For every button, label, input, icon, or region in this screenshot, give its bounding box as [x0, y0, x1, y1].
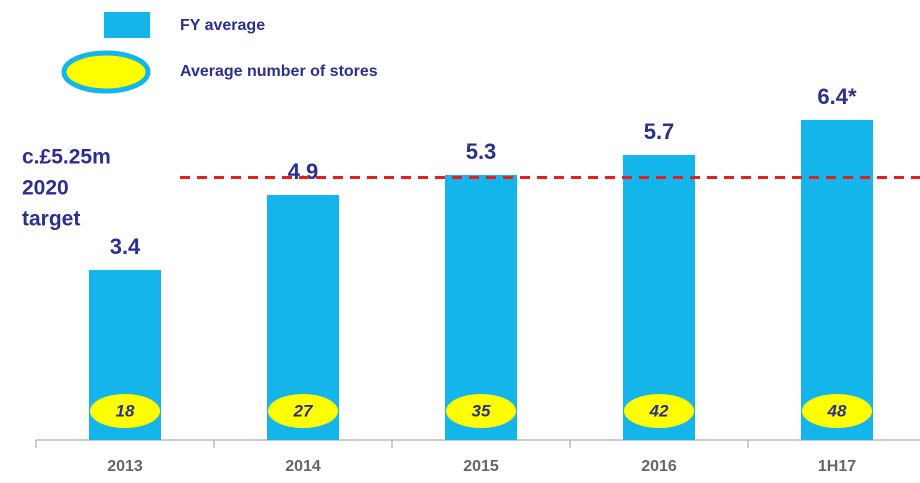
- legend-label: Average number of stores: [180, 63, 378, 80]
- x-tick-label: 2013: [107, 458, 143, 475]
- bar: [801, 120, 873, 440]
- value-label: 5.3: [466, 139, 497, 164]
- value-label: 5.7: [644, 119, 675, 144]
- store-marker: [802, 394, 872, 428]
- store-label: 27: [293, 401, 314, 420]
- x-tick-label: 2016: [641, 458, 677, 475]
- legend-swatch: [104, 12, 150, 38]
- store-label: 18: [116, 401, 135, 420]
- target-label: target: [22, 208, 80, 231]
- x-tick-label: 2015: [463, 458, 499, 475]
- legend-label: FY average: [180, 17, 265, 34]
- store-label: 48: [827, 401, 847, 420]
- bar: [623, 155, 695, 440]
- value-label: 3.4: [110, 234, 141, 259]
- store-label: 42: [649, 401, 669, 420]
- store-label: 35: [472, 401, 491, 420]
- x-tick-label: 2014: [285, 458, 321, 475]
- store-marker: [624, 394, 694, 428]
- store-marker: [446, 394, 516, 428]
- value-label: 4.9: [288, 159, 319, 184]
- value-label: 6.4*: [817, 84, 857, 109]
- x-tick-label: 1H17: [818, 458, 856, 475]
- target-label: c.£5.25m: [22, 146, 111, 169]
- legend-swatch: [61, 50, 151, 94]
- store-marker: [90, 394, 160, 428]
- target-label: 2020: [22, 177, 69, 200]
- store-marker: [268, 394, 338, 428]
